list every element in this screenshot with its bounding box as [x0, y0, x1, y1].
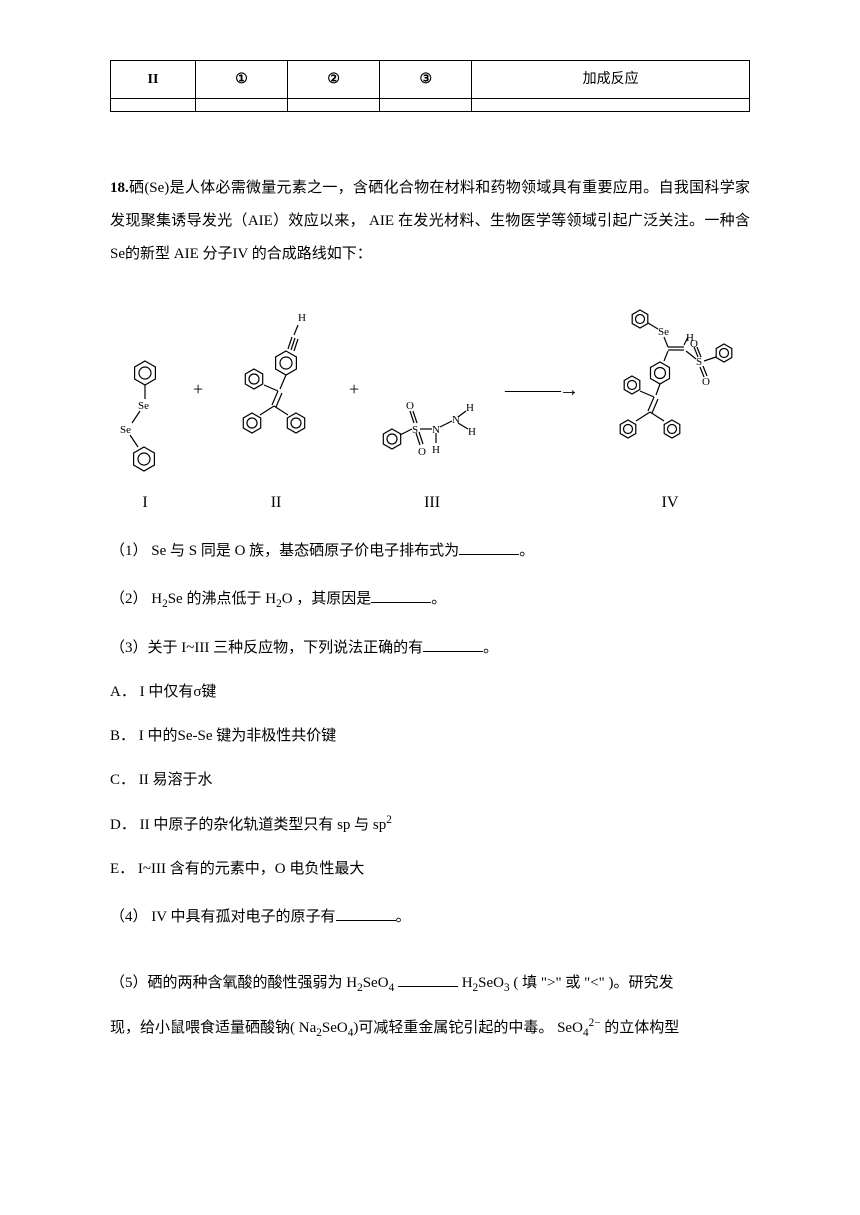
subquestion-3: （3）关于 I~III 三种反应物，下列说法正确的有。	[110, 633, 750, 663]
question-text: 硒(Se)是人体必需微量元素之一，含硒化合物在材料和药物领域具有重要应用。自我国…	[110, 180, 750, 262]
svg-text:H: H	[468, 426, 476, 438]
option-E: E． I~III 含有的元素中，O 电负性最大	[110, 854, 750, 884]
table-cell	[472, 99, 750, 112]
table-cell	[288, 99, 380, 112]
table-cell: 加成反应	[472, 61, 750, 99]
molecule-II: H	[216, 311, 336, 518]
subquestion-5: （5）硒的两种含氧酸的酸性强弱为 H2SeO4 H2SeO3 ( 填 ">" 或…	[110, 968, 750, 1000]
arrow-icon: ———→	[501, 372, 581, 408]
svg-text:O: O	[690, 338, 698, 350]
subquestion-1: （1） Se 与 S 同是 O 族，基态硒原子价电子排布式为。	[110, 536, 750, 566]
subquestion-5-cont: 现，给小鼠喂食适量硒酸钠( Na2SeO4)可减轻重金属铊引起的中毒。 SeO4…	[110, 1012, 750, 1045]
question-number: 18.	[110, 180, 129, 196]
svg-text:Se: Se	[138, 400, 149, 412]
page-content: II ① ② ③ 加成反应 18.硒(Se)是人体必需微量元素之一，含硒化合物在…	[0, 0, 860, 1084]
molecule-IV: Se H S O O	[590, 301, 750, 518]
svg-text:H: H	[298, 312, 306, 324]
subquestion-2: （2） H2Se 的沸点低于 H2O ，其原因是。	[110, 584, 750, 616]
blank-field	[459, 539, 519, 555]
option-D: D． II 中原子的杂化轨道类型只有 sp 与 sp2	[110, 809, 750, 840]
option-C: C． II 易溶于水	[110, 765, 750, 795]
svg-text:O: O	[406, 400, 414, 412]
mol-label-III: III	[424, 489, 440, 518]
table-cell: ①	[196, 61, 288, 99]
table-row	[111, 99, 750, 112]
option-A: A． I 中仅有σ键	[110, 677, 750, 707]
table-cell	[111, 99, 196, 112]
blank-field	[336, 905, 396, 921]
data-table: II ① ② ③ 加成反应	[110, 60, 750, 112]
subquestion-4: （4） IV 中具有孤对电子的原子有。	[110, 902, 750, 932]
mol-label-I: I	[142, 489, 147, 518]
blank-field	[398, 971, 458, 987]
svg-text:H: H	[466, 402, 474, 414]
question-18: 18.硒(Se)是人体必需微量元素之一，含硒化合物在材料和药物领域具有重要应用。…	[110, 172, 750, 271]
table-row: II ① ② ③ 加成反应	[111, 61, 750, 99]
svg-text:O: O	[418, 446, 426, 458]
table-cell: ③	[380, 61, 472, 99]
reaction-diagram: Se Se I + H	[110, 301, 750, 518]
svg-text:Se: Se	[658, 326, 669, 338]
option-B: B． I 中的Se-Se 键为非极性共价键	[110, 721, 750, 751]
molecule-I: Se Se I	[110, 351, 180, 518]
svg-text:O: O	[702, 376, 710, 388]
blank-field	[371, 587, 431, 603]
svg-text:S: S	[412, 424, 418, 436]
svg-text:Se: Se	[120, 424, 131, 436]
mol-label-II: II	[271, 489, 282, 518]
plus-icon: +	[189, 373, 207, 405]
table-cell: II	[111, 61, 196, 99]
svg-text:H: H	[432, 444, 440, 456]
mol-label-IV: IV	[661, 489, 678, 518]
plus-icon: +	[345, 373, 363, 405]
table-cell	[380, 99, 472, 112]
molecule-III: S O O N H N H H III	[372, 381, 492, 518]
blank-field	[423, 636, 483, 652]
svg-text:S: S	[696, 356, 702, 368]
table-cell: ②	[288, 61, 380, 99]
table-cell	[196, 99, 288, 112]
